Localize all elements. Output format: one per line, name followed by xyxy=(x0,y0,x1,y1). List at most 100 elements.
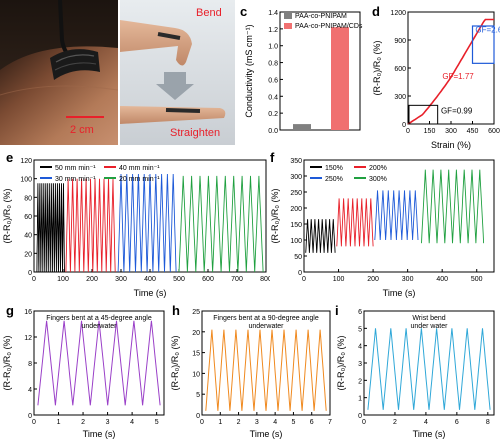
x-tick-label: 0 xyxy=(32,276,36,283)
y-axis-label: (R-R₀)/R₀ (%) xyxy=(270,189,280,244)
y-tick-label: 4 xyxy=(358,344,362,351)
x-tick-label: 200 xyxy=(86,276,98,283)
x-tick-label: 200 xyxy=(367,276,379,283)
y-tick-label: 10 xyxy=(192,371,200,378)
y-tick-label: 900 xyxy=(394,38,406,45)
panel-label-g: g xyxy=(6,303,14,318)
y-tick-label: 8 xyxy=(28,361,32,368)
series-line-3 xyxy=(117,173,177,273)
series-line-2 xyxy=(65,178,116,273)
x-tick-label: 600 xyxy=(488,128,500,135)
y-axis-label: (R-R₀)/R₀ (%) xyxy=(336,336,346,391)
y-tick-label: 0 xyxy=(196,413,200,420)
bend-label: Bend xyxy=(196,7,222,19)
y-tick-label: 300 xyxy=(290,174,302,181)
legend-entry: PAA-co-PNIPAM/CDs xyxy=(295,23,363,30)
y-tick-label: 1 xyxy=(358,396,362,403)
series-line-1 xyxy=(305,219,336,253)
plot-frame xyxy=(279,11,361,131)
x-tick-label: 0 xyxy=(362,419,366,426)
y-tick-label: 1.2 xyxy=(268,27,278,34)
chart-inset-title-line2: underwater xyxy=(81,323,117,330)
y-tick-label: 50 xyxy=(294,254,302,261)
x-tick-label: 5 xyxy=(155,419,159,426)
y-tick-label: 5 xyxy=(196,392,200,399)
y-axis-label: (R-R₀)/R₀ (%) xyxy=(170,336,180,391)
legend-entry: 150% xyxy=(325,165,343,172)
chart-inset-title-line1: Fingers bent at a 90-degree angle xyxy=(213,315,319,322)
x-tick-label: 600 xyxy=(202,276,214,283)
y-tick-label: 1.0 xyxy=(268,44,278,51)
x-tick-label: 800 xyxy=(260,276,270,283)
x-tick-label: 3 xyxy=(255,419,259,426)
plot-frame xyxy=(303,159,495,273)
bar-2 xyxy=(331,27,349,130)
y-tick-label: 2 xyxy=(358,378,362,385)
y-tick-label: 300 xyxy=(394,94,406,101)
y-tick-label: 350 xyxy=(290,158,302,165)
gf-annotation-1: GF=0.99 xyxy=(441,107,473,116)
panel-label-d: d xyxy=(372,4,380,19)
legend-entry: 300% xyxy=(369,176,387,183)
x-tick-label: 400 xyxy=(144,276,156,283)
y-tick-label: 20 xyxy=(192,330,200,337)
y-tick-label: 3 xyxy=(358,361,362,368)
x-tick-label: 0 xyxy=(406,128,410,135)
x-tick-label: 1 xyxy=(218,419,222,426)
x-axis-label: Time (s) xyxy=(83,429,116,439)
chart-d-gauge-factor: 0 300 600 900 1200 0 150 300 450 600 (R-R₀)/R₀ (%)… xyxy=(372,10,500,150)
y-tick-label: 100 xyxy=(290,238,302,245)
x-tick-label: 100 xyxy=(57,276,69,283)
gf-curve xyxy=(407,18,494,125)
y-axis-label: (R-R₀)/R₀ (%) xyxy=(2,336,12,391)
x-tick-label: 300 xyxy=(402,276,414,283)
x-tick-label: 100 xyxy=(333,276,345,283)
series-line-1 xyxy=(205,329,327,411)
y-tick-label: 120 xyxy=(20,158,32,165)
bar-1 xyxy=(293,124,311,130)
gf-region-box-3 xyxy=(471,25,495,64)
y-tick-label: 600 xyxy=(394,66,406,73)
chart-f-strain: 0 50 100 150 200 250 300 350 0 100 200 300 400 500 (R-… xyxy=(270,158,495,298)
straighten-label: Straighten xyxy=(170,127,220,139)
y-tick-label: 0.4 xyxy=(268,94,278,101)
legend-entry: 30 mm min⁻¹ xyxy=(55,176,96,183)
y-tick-label: 0 xyxy=(358,413,362,420)
x-axis-label: Time (s) xyxy=(383,288,416,298)
x-tick-label: 0 xyxy=(200,419,204,426)
y-tick-label: 150 xyxy=(290,222,302,229)
series-line-1 xyxy=(36,183,65,273)
x-tick-label: 500 xyxy=(173,276,185,283)
panel-label-e: e xyxy=(6,150,14,165)
chart-inset-title-line2: under water xyxy=(411,323,449,330)
series-line-4 xyxy=(421,169,485,244)
x-tick-label: 3 xyxy=(106,419,110,426)
chart-h-finger90: 0 5 10 15 20 25 0 1 2 3 4 5 6 7 (R-R₀)/R₀ (%) Time (s) F… xyxy=(170,309,332,439)
y-tick-label: 4 xyxy=(28,387,32,394)
x-tick-label: 150 xyxy=(424,128,436,135)
x-tick-label: 6 xyxy=(455,419,459,426)
x-axis-label: Strain (%) xyxy=(431,140,471,150)
series-line-1 xyxy=(367,328,491,410)
y-tick-label: 6 xyxy=(358,309,362,316)
chart-e-speed: 0 20 40 60 80 100 120 0 100 200 300 400 500 600 700 800… xyxy=(2,158,270,298)
photo-finger-bend: Bend Straighten xyxy=(120,0,235,145)
x-tick-label: 400 xyxy=(436,276,448,283)
panel-label-c: c xyxy=(240,4,248,19)
y-tick-label: 0.2 xyxy=(268,111,278,118)
y-tick-label: 100 xyxy=(20,177,32,184)
x-axis-label: Time (s) xyxy=(413,429,446,439)
y-tick-label: 0.0 xyxy=(268,128,278,135)
x-tick-label: 450 xyxy=(467,128,479,135)
y-axis-label: (R-R₀)/R₀ (%) xyxy=(372,41,382,96)
panel-label-f: f xyxy=(270,150,275,165)
x-tick-label: 4 xyxy=(424,419,428,426)
chart-c-conductivity: 0.0 0.2 0.4 0.6 0.8 1.0 1.2 1.4 Conductivity (mS… xyxy=(244,10,363,135)
y-tick-label: 25 xyxy=(192,309,200,316)
x-tick-label: 0 xyxy=(302,276,306,283)
x-tick-label: 0 xyxy=(32,419,36,426)
y-tick-label: 1200 xyxy=(390,10,406,17)
series-line-2 xyxy=(336,198,374,247)
x-tick-label: 1 xyxy=(57,419,61,426)
x-tick-label: 2 xyxy=(81,419,85,426)
